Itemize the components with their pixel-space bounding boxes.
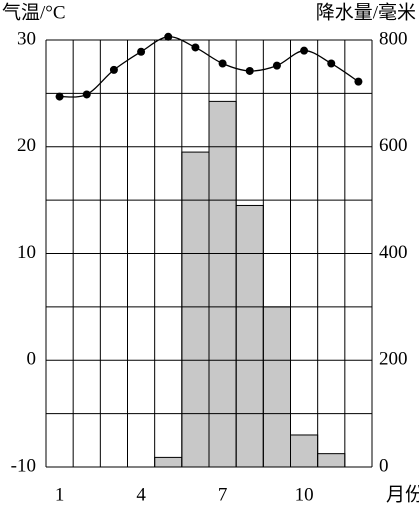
y2-tick-label: 400 [379,242,408,263]
temperature-point [191,43,200,52]
x-tick-label: 1 [55,484,65,505]
bar [290,434,319,468]
y2-tick-label: 0 [379,455,389,476]
y2-tick-label: 600 [379,135,408,156]
y-tick-label: 30 [17,28,36,49]
x-tick-label: 4 [136,484,146,505]
y2-tick-label: 200 [379,349,408,370]
x-tick-label: 10 [295,484,314,505]
bar [262,306,292,468]
temperature-point [55,92,64,101]
bar [317,453,346,468]
temperature-point [327,59,336,68]
bar [208,100,237,468]
temperature-point [272,61,281,70]
y-axis-title: 气温/°C [2,1,66,23]
temperature-point [109,65,118,74]
x-axis-title: 月份 [386,483,419,505]
y2-axis-title: 降水量/毫米 [316,1,416,23]
temperature-point [164,32,173,41]
y2-tick-label: 800 [379,28,408,49]
temperature-point [137,47,146,56]
y-tick-label: 20 [17,135,36,156]
temperature-point [82,90,91,99]
temperature-point [245,66,254,75]
temperature-point [300,46,309,55]
temperature-point [218,59,227,68]
bar [235,204,264,468]
bar [181,151,210,468]
x-tick-label: 7 [218,484,228,505]
bar [154,456,183,468]
y-tick-label: 0 [27,349,37,370]
y-tick-label: 10 [17,242,36,263]
temperature-point [354,77,363,86]
y-tick-label: -10 [11,455,36,476]
